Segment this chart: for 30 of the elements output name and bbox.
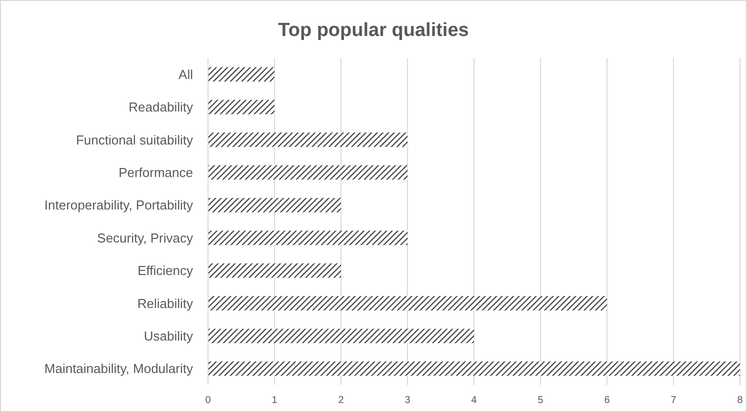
x-tick-label: 0 bbox=[205, 395, 212, 406]
x-tick-label: 7 bbox=[670, 395, 677, 406]
y-tick-label: Security, Privacy bbox=[97, 230, 194, 246]
x-tick-label: 2 bbox=[338, 395, 344, 406]
bar bbox=[208, 165, 408, 180]
bar bbox=[208, 198, 341, 212]
y-tick-label: Functional suitability bbox=[76, 132, 194, 148]
x-tick-label: 1 bbox=[272, 395, 278, 406]
x-tick-label: 8 bbox=[737, 395, 744, 406]
bar bbox=[208, 132, 408, 147]
x-tick-label: 4 bbox=[471, 395, 478, 406]
bar bbox=[208, 296, 607, 310]
y-tick-label: All bbox=[178, 66, 194, 82]
bar bbox=[208, 328, 474, 344]
bar bbox=[208, 361, 740, 376]
chart-title: Top popular qualities bbox=[278, 20, 469, 41]
bar bbox=[208, 263, 341, 278]
x-tick-label: 5 bbox=[538, 395, 544, 406]
y-tick-label: Interoperability, Portability bbox=[44, 198, 194, 213]
y-tick-label: Maintainability, Modularity bbox=[44, 361, 194, 376]
y-tick-label: Reliability bbox=[137, 296, 194, 311]
bar bbox=[208, 67, 274, 82]
y-tick-label: Readability bbox=[128, 100, 194, 115]
x-tick-label: 3 bbox=[404, 395, 411, 406]
y-tick-label: Performance bbox=[118, 165, 193, 180]
y-tick-label: Usability bbox=[144, 328, 194, 344]
x-tick-label: 6 bbox=[604, 395, 610, 406]
y-tick-label: Efficiency bbox=[138, 263, 194, 278]
bar bbox=[208, 230, 408, 246]
bar bbox=[208, 100, 274, 114]
